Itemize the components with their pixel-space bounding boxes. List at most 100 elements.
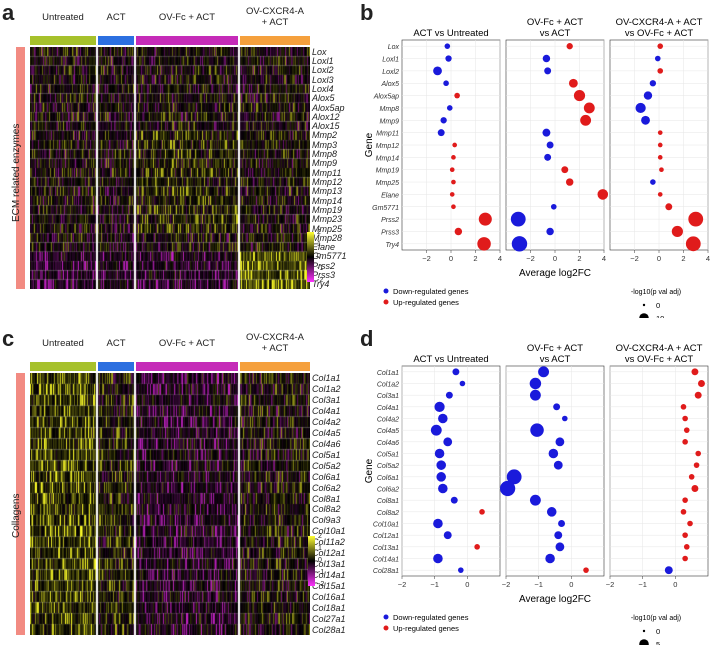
gene-label: Try4 <box>386 242 400 249</box>
data-point <box>446 105 453 111</box>
gene-label: Mmp14 <box>312 195 343 206</box>
data-point <box>511 236 528 252</box>
gene-label: Col5a2 <box>377 463 399 470</box>
gene-label: Col6a1 <box>377 475 399 482</box>
tick-label: 0 <box>449 254 453 263</box>
data-point <box>529 389 541 401</box>
data-point <box>477 237 491 251</box>
data-point <box>457 567 464 573</box>
gene-label: Col8a1 <box>312 493 341 504</box>
data-point <box>550 203 557 210</box>
scale-tick: 0 <box>317 253 321 260</box>
group-bar-act <box>98 362 134 371</box>
data-point <box>445 391 453 399</box>
data-point <box>683 427 690 433</box>
group-label-untreated: Untreated <box>42 338 84 349</box>
gene-label: Mmp14 <box>376 155 399 162</box>
gene-label: Mmp12 <box>376 143 399 150</box>
data-point <box>478 212 492 226</box>
gene-label: Mmp25 <box>376 180 399 187</box>
gene-label: Col6a1 <box>312 471 341 482</box>
tick-label: −1 <box>534 580 543 589</box>
axis-label-y: Gene <box>364 458 375 483</box>
gene-label: Prss2 <box>312 260 336 271</box>
data-point <box>546 227 554 236</box>
gene-label: Prss3 <box>312 270 336 281</box>
tick-label: 0 <box>673 580 677 589</box>
data-point <box>698 380 705 387</box>
gene-label: Col11a2 <box>312 537 345 548</box>
dotplot-d: Gene Col1a1 Col1a2 Col3a1 Col4a1 Col4a2 Col4a5… <box>364 343 709 645</box>
tick-label: 4 <box>602 254 606 263</box>
gene-label: Prss2 <box>381 217 399 224</box>
data-point <box>641 115 650 125</box>
subplot-title: OV-Fc + ACT <box>527 343 583 354</box>
side-annotation-bar <box>16 47 25 289</box>
gene-label: Prss3 <box>381 229 399 236</box>
data-point <box>558 520 565 527</box>
subplot-title: vs ACT <box>540 354 571 365</box>
legend-label: Up-regulated genes <box>393 624 459 633</box>
gene-label: Col1a1 <box>312 373 341 384</box>
gene-label: Col16a1 <box>312 591 346 602</box>
data-point <box>553 460 563 470</box>
tick-label: 0 <box>569 580 573 589</box>
gene-label: Mmp12 <box>312 176 343 187</box>
gene-label: Col5a1 <box>312 449 341 460</box>
panel-label-c: c <box>2 326 15 351</box>
heatmap-ecm-enzymes: Untreated ACT OV-Fc + ACT OV-CXCR4-A + A… <box>11 6 347 302</box>
data-point <box>433 66 442 76</box>
data-point <box>635 102 646 114</box>
heatmap-canvas <box>30 47 310 289</box>
data-point <box>545 553 555 564</box>
gene-label: Col4a5 <box>312 428 341 439</box>
legend-dot <box>383 625 389 631</box>
gene-label: Gm5771 <box>372 205 399 212</box>
size-legend-label: 0 <box>656 627 660 636</box>
gene-label: Mmp11 <box>312 167 342 178</box>
group-bar-ovfc <box>136 36 238 45</box>
group-label-act: ACT <box>106 12 126 23</box>
data-point <box>452 142 458 148</box>
gene-label: Col14a1 <box>312 569 346 580</box>
gene-label: Alox5 <box>380 81 399 88</box>
gene-label: Col5a2 <box>312 460 341 471</box>
gene-label: Col4a2 <box>377 417 399 424</box>
gene-label: Mmp3 <box>312 139 338 150</box>
group-label-ovfc: OV-Fc + ACT <box>158 338 216 349</box>
data-point <box>546 141 554 149</box>
gene-label: Mmp28 <box>312 232 343 243</box>
group-bar-ovcxcr4 <box>240 362 310 371</box>
data-point <box>451 155 456 160</box>
data-point <box>529 377 542 390</box>
scale-tick: 2 <box>318 533 322 540</box>
data-point <box>479 509 485 515</box>
data-point <box>693 462 700 468</box>
data-point <box>436 460 446 470</box>
data-point <box>451 204 456 210</box>
subplot-title: vs OV-Fc + ACT <box>625 28 694 39</box>
color-scale-bar <box>307 232 314 282</box>
data-point <box>548 448 559 459</box>
data-point <box>438 483 448 494</box>
gene-label: Mmp8 <box>380 106 400 113</box>
gene-label: Loxl4 <box>312 83 334 94</box>
gene-label: Col4a6 <box>377 440 399 447</box>
data-point <box>436 472 446 482</box>
gene-label: Col4a6 <box>312 438 341 449</box>
gene-label: Mmp8 <box>312 149 338 160</box>
color-scale-c: 2 1 0 -1 -2 <box>308 533 348 596</box>
gene-label: Col4a2 <box>312 417 341 428</box>
side-annotation-label: ECM related enzymes <box>11 123 22 222</box>
gene-label: Alox12 <box>312 111 340 122</box>
gene-label: Lox <box>388 44 400 51</box>
data-point <box>443 531 452 540</box>
size-legend-label: 10 <box>656 314 664 318</box>
tick-label: −2 <box>630 254 639 263</box>
gene-label: Mmp23 <box>312 214 343 225</box>
gene-label: Gm5771 <box>312 251 347 262</box>
data-point <box>691 485 699 492</box>
group-bar-ovcxcr4 <box>240 36 310 45</box>
tick-label: 2 <box>473 254 477 263</box>
data-point <box>542 128 551 137</box>
